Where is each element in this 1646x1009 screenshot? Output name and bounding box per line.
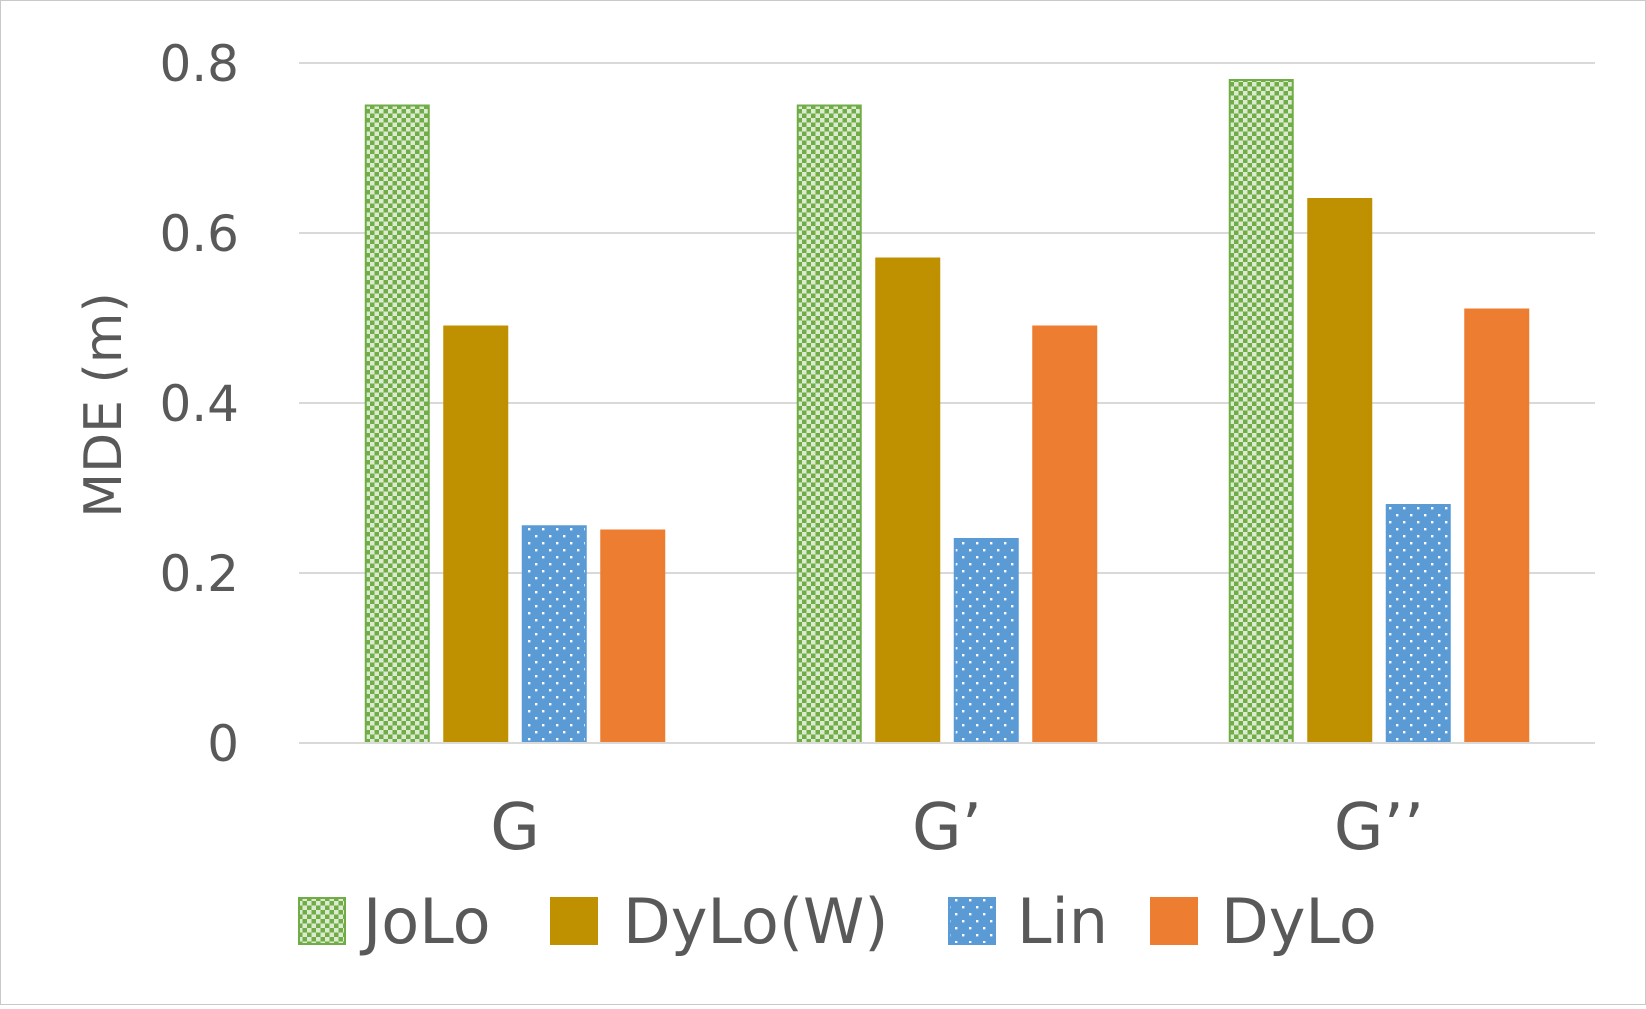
bar-lin-0 (521, 525, 587, 744)
y-tick-label: 0.2 (159, 545, 239, 603)
y-tick-label: 0 (207, 715, 239, 773)
legend-swatch (298, 897, 346, 945)
bar-dylo-w-0 (443, 325, 509, 744)
bar-dylo-w-1 (875, 257, 941, 744)
x-axis-ticks: G G’ G’’ (490, 791, 1424, 865)
legend-swatch (948, 897, 996, 945)
bars (299, 79, 1595, 744)
y-axis-title: MDE (m) (74, 292, 134, 518)
legend-label: JoLo (359, 885, 491, 958)
bar-dylo-2 (1464, 308, 1530, 744)
y-tick-label: 0.6 (159, 205, 239, 263)
legend: JoLo DyLo(W) Lin DyLo (298, 885, 1377, 958)
bar-dylo-0 (600, 529, 666, 744)
x-tick-label: G’’ (1334, 791, 1424, 865)
bar-lin-2 (1385, 504, 1451, 744)
bar-dylo-1 (1032, 325, 1098, 744)
bar-jolo-2 (1228, 79, 1294, 744)
bar-lin-1 (953, 538, 1019, 744)
legend-label: Lin (1017, 885, 1108, 958)
legend-label: DyLo(W) (623, 885, 889, 958)
y-tick-label: 0.8 (159, 35, 239, 93)
legend-item: Lin (948, 885, 1108, 958)
legend-swatch (550, 897, 598, 945)
legend-label: DyLo (1221, 885, 1377, 958)
y-tick-label: 0.4 (159, 375, 239, 433)
y-axis-ticks: 0 0.2 0.4 0.6 0.8 (159, 35, 239, 773)
x-tick-label: G’ (912, 791, 982, 865)
bar-jolo-1 (796, 104, 862, 744)
legend-item: JoLo (298, 885, 491, 958)
legend-swatch (1150, 897, 1198, 945)
bar-dylo-w-2 (1307, 198, 1373, 744)
x-tick-label: G (490, 791, 540, 865)
legend-item: DyLo(W) (550, 885, 889, 958)
legend-item: DyLo (1150, 885, 1377, 958)
bar-jolo-0 (364, 104, 430, 744)
